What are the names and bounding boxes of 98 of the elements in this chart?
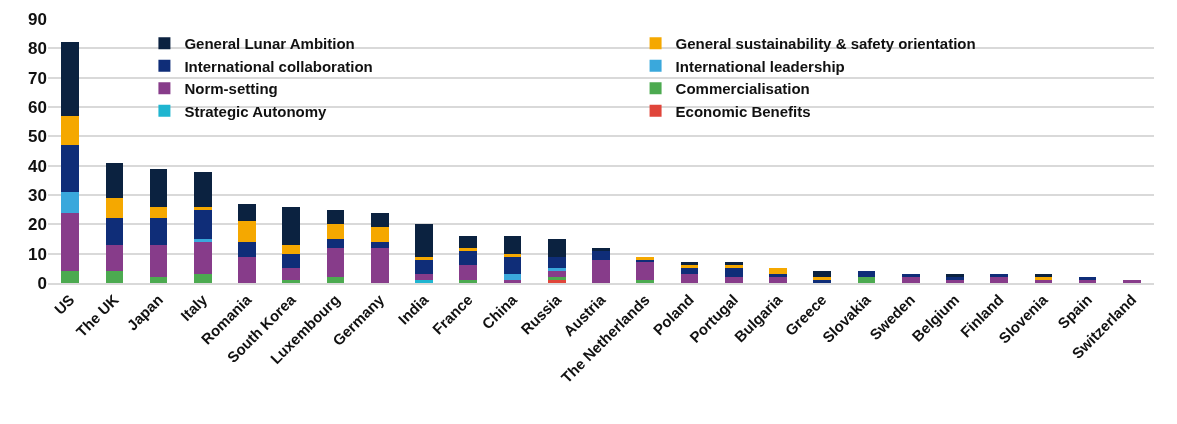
- legend-label: Norm-setting: [184, 80, 278, 98]
- bar: [370, 241, 389, 248]
- bar: [193, 241, 212, 275]
- bar: [61, 271, 79, 283]
- bar: [149, 206, 168, 219]
- bar: [326, 277, 345, 283]
- bar: [592, 250, 610, 260]
- bar: [61, 145, 79, 193]
- bar: [547, 268, 566, 272]
- bar: [636, 262, 655, 281]
- y-tick-label: 20: [28, 215, 47, 235]
- bar: [415, 224, 433, 257]
- bar: [547, 239, 566, 257]
- bar: [326, 224, 345, 239]
- bar: [238, 241, 256, 257]
- bar: [193, 206, 212, 210]
- bar: [990, 277, 1009, 283]
- bar: [503, 280, 522, 283]
- bar: [193, 209, 212, 239]
- bar: [149, 277, 168, 283]
- bar: [238, 221, 256, 242]
- y-tick-label: 30: [28, 185, 47, 205]
- bar: [636, 280, 655, 283]
- bar: [459, 250, 478, 266]
- bar: [105, 244, 124, 272]
- legend-label: Strategic Autonomy: [184, 102, 328, 120]
- bar: [990, 274, 1009, 278]
- bar: [105, 271, 124, 283]
- y-tick-label: 90: [28, 9, 47, 29]
- bar: [459, 280, 478, 283]
- bar: [724, 268, 743, 278]
- bar: [326, 209, 345, 225]
- bar: [857, 271, 876, 278]
- bar: [149, 244, 168, 278]
- bar: [61, 42, 79, 116]
- bar: [61, 115, 79, 146]
- bar: [105, 218, 124, 245]
- bar: [503, 256, 522, 275]
- y-tick-label: 70: [28, 68, 47, 88]
- bar: [769, 274, 787, 278]
- bar: [326, 247, 345, 278]
- bar: [459, 236, 478, 248]
- bar: [193, 274, 212, 283]
- bar: [680, 268, 699, 275]
- bar: [282, 253, 301, 269]
- y-tick-label: 50: [28, 127, 47, 147]
- bar: [503, 236, 522, 254]
- y-tick-label: 0: [37, 273, 47, 293]
- bar: [459, 265, 478, 281]
- y-tick-label: 40: [28, 156, 47, 176]
- bar: [503, 274, 522, 281]
- bar: [901, 274, 920, 278]
- legend-label: General Lunar Ambition: [184, 35, 355, 53]
- bar: [415, 280, 433, 283]
- bar: [193, 239, 212, 242]
- legend-label: Commercialisation: [675, 80, 810, 98]
- legend-label: Economic Benefits: [675, 102, 811, 120]
- bar: [503, 253, 522, 257]
- bar: [592, 247, 610, 251]
- bar: [370, 227, 389, 242]
- bar: [769, 277, 787, 283]
- bar: [813, 271, 832, 278]
- bar: [415, 274, 433, 281]
- legend-label: International leadership: [675, 57, 845, 75]
- y-tick-label: 10: [28, 244, 47, 264]
- bar: [459, 247, 478, 251]
- bar: [238, 256, 256, 283]
- x-tick-label: US: [50, 290, 78, 318]
- bar: [61, 212, 79, 272]
- bar: [282, 206, 301, 245]
- legend-label: General sustainability & safety orientation: [675, 35, 976, 53]
- bar: [857, 277, 876, 283]
- bar: [193, 171, 212, 207]
- bar: [724, 277, 743, 283]
- bar: [769, 268, 787, 275]
- bar: [282, 244, 301, 254]
- bar: [105, 197, 124, 219]
- bar: [547, 256, 566, 269]
- bar: [149, 218, 168, 245]
- bar: [370, 247, 389, 283]
- bar: [238, 203, 256, 222]
- bar: [415, 256, 433, 260]
- bar: [370, 212, 389, 228]
- bar: [547, 271, 566, 278]
- bar: [326, 239, 345, 248]
- bar: [680, 274, 699, 283]
- bar: [105, 162, 124, 198]
- bar: [1123, 280, 1141, 283]
- bar: [901, 277, 920, 283]
- legend-label: International collaboration: [184, 57, 373, 75]
- bar: [282, 280, 301, 283]
- bar: [149, 168, 168, 207]
- bar: [592, 259, 610, 283]
- bar: [282, 268, 301, 281]
- y-tick-label: 80: [28, 39, 47, 59]
- y-tick-label: 60: [28, 97, 47, 117]
- bar: [415, 259, 433, 275]
- bar: [61, 192, 79, 213]
